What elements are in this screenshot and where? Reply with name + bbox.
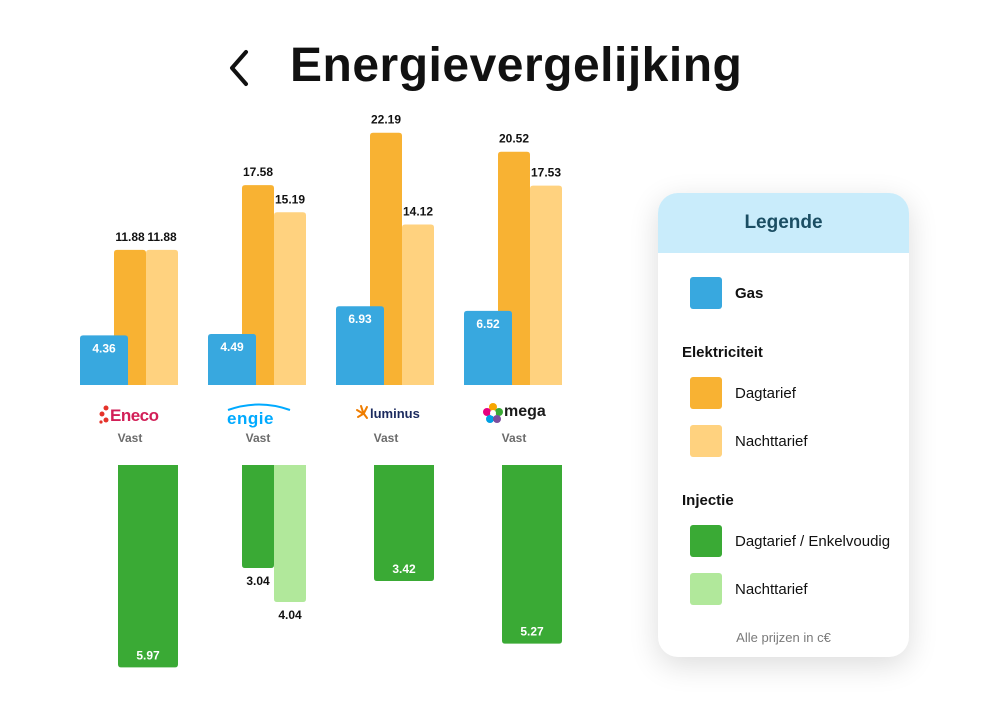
label-inj-day-eneco: 5.97 — [136, 648, 160, 662]
legend-panel: Legende Gas Elektriciteit Dagtarief Nach… — [658, 193, 909, 657]
bar-inj-night-engie — [274, 465, 306, 602]
label-inj-day-engie: 3.04 — [246, 574, 270, 588]
bar-inj-day-eneco — [118, 465, 178, 668]
label-elec-night-luminus: 14.12 — [403, 204, 433, 218]
provider-type-mega: Vast — [501, 431, 527, 445]
label-elec-day-luminus: 22.19 — [371, 113, 401, 127]
provider-type-engie: Vast — [245, 431, 271, 445]
bar-gas-luminus — [336, 306, 384, 385]
bar-elec-night-luminus — [402, 224, 434, 385]
label-elec-day-engie: 17.58 — [243, 165, 273, 179]
bar-gas-engie — [208, 333, 256, 385]
legend-item-inj-night: Nachttarief — [690, 573, 808, 605]
label-inj-day-luminus: 3.42 — [392, 562, 416, 576]
legend-item-elec-day: Dagtarief — [690, 377, 796, 409]
bar-elec-night-engie — [274, 212, 306, 385]
bar-elec-night-mega — [530, 185, 562, 385]
bar-inj-day-luminus — [374, 465, 434, 581]
bar-inj-day-engie — [242, 465, 274, 569]
label-inj-day-mega: 5.27 — [520, 625, 544, 639]
label-elec-day-eneco: 11.88 — [115, 230, 145, 244]
label-elec-night-engie: 15.19 — [275, 192, 305, 206]
label-elec-night-mega: 17.53 — [531, 166, 561, 180]
label-gas-eneco: 4.36 — [92, 341, 116, 355]
label-gas-mega: 6.52 — [476, 317, 500, 331]
provider-type-luminus: Vast — [373, 431, 399, 445]
legend-swatch-elec-night — [690, 425, 722, 457]
label-elec-day-mega: 20.52 — [499, 132, 529, 146]
legend-section-injectie: Injectie — [682, 492, 734, 509]
legend-swatch-inj-night — [690, 573, 722, 605]
legend-swatch-inj-day — [690, 525, 722, 557]
bar-inj-day-mega — [502, 465, 562, 644]
legend-swatch-gas — [690, 277, 722, 309]
provider-type-eneco: Vast — [117, 431, 143, 445]
legend-title: Legende — [658, 193, 909, 253]
label-inj-night-engie: 4.04 — [278, 608, 302, 622]
legend-swatch-elec-day — [690, 377, 722, 409]
label-gas-luminus: 6.93 — [348, 312, 372, 326]
bar-gas-mega — [464, 310, 512, 385]
legend-item-elec-night: Nachttarief — [690, 425, 808, 457]
chevron-left-icon — [230, 50, 248, 86]
legend-section-elektriciteit: Elektriciteit — [682, 344, 763, 361]
label-gas-engie: 4.49 — [220, 340, 244, 354]
label-elec-night-eneco: 11.88 — [147, 230, 177, 244]
back-button[interactable] — [222, 46, 258, 90]
page-title: Energievergelijking — [290, 39, 743, 92]
page-header: Energievergelijking — [0, 34, 1006, 104]
legend-note: Alle prijzen in c€ — [736, 630, 831, 645]
legend-item-gas: Gas — [690, 277, 763, 309]
bar-gas-eneco — [80, 335, 128, 385]
legend-item-inj-day: Dagtarief / Enkelvoudig — [690, 525, 890, 557]
bar-elec-night-eneco — [146, 249, 178, 385]
